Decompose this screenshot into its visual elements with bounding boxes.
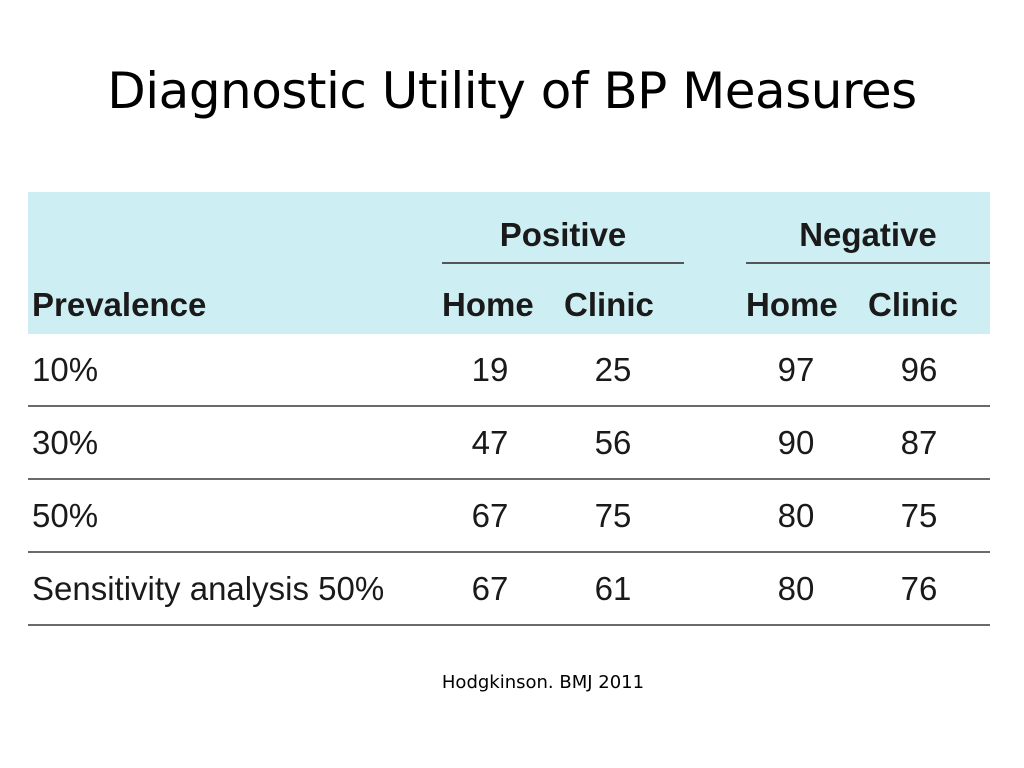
column-header-negative-home: Home [746, 286, 838, 323]
cell-positive-clinic: 61 [594, 570, 632, 607]
column-header-positive-home: Home [442, 286, 534, 323]
table-row: 30% 47 56 90 87 [28, 407, 990, 480]
cell-negative-home: 80 [777, 497, 815, 534]
cell-negative-clinic: 96 [900, 351, 938, 388]
cell-negative-clinic: 87 [900, 424, 938, 461]
row-label: 10% [32, 351, 99, 388]
row-label: Sensitivity analysis 50% [32, 570, 385, 607]
table-row: 50% 67 75 80 75 [28, 480, 990, 553]
cell-negative-home: 80 [777, 570, 815, 607]
cell-negative-home: 97 [777, 351, 815, 388]
cell-positive-clinic: 56 [594, 424, 632, 461]
group-rule-positive [442, 262, 684, 264]
group-rule-negative [746, 262, 990, 264]
table-header-band: Positive Negative Prevalence Home Clinic… [28, 192, 990, 334]
cell-positive-home: 19 [471, 351, 509, 388]
cell-positive-clinic: 75 [594, 497, 632, 534]
row-label: 50% [32, 497, 99, 534]
cell-positive-clinic: 25 [594, 351, 632, 388]
cell-negative-clinic: 76 [900, 570, 938, 607]
cell-positive-home: 67 [471, 570, 509, 607]
table-row: Sensitivity analysis 50% 67 61 80 76 [28, 553, 990, 626]
cell-positive-home: 47 [471, 424, 509, 461]
column-header-positive-clinic: Clinic [564, 286, 654, 323]
cell-negative-clinic: 75 [900, 497, 938, 534]
slide-title: Diagnostic Utility of BP Measures [107, 62, 917, 120]
table-row: 10% 19 25 97 96 [28, 334, 990, 407]
citation: Hodgkinson. BMJ 2011 [441, 672, 645, 693]
column-header-negative-clinic: Clinic [868, 286, 958, 323]
cell-negative-home: 90 [777, 424, 815, 461]
cell-positive-home: 67 [471, 497, 509, 534]
row-label: 30% [32, 424, 99, 461]
column-header-prevalence: Prevalence [32, 286, 207, 323]
group-header-positive: Positive [499, 216, 627, 253]
group-header-negative: Negative [799, 216, 937, 253]
